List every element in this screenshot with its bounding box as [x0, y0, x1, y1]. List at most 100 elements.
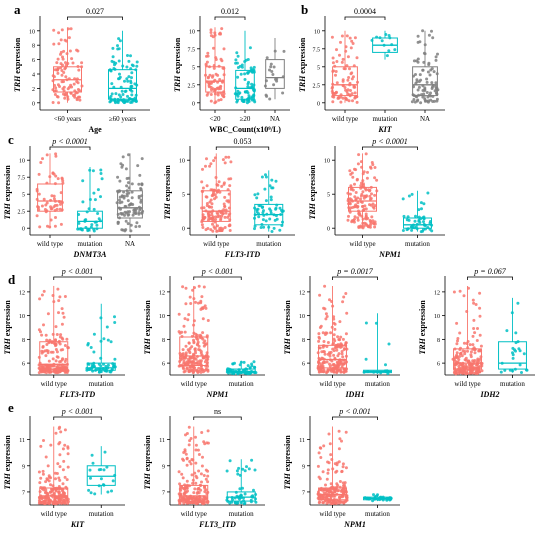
data-point: [183, 483, 187, 487]
data-point: [466, 340, 470, 343]
data-point: [81, 200, 85, 204]
data-point: [348, 36, 352, 40]
data-point: [254, 500, 258, 504]
data-point: [120, 195, 124, 198]
data-point: [269, 209, 273, 213]
data-point: [216, 212, 220, 216]
data-point: [351, 99, 354, 103]
data-point: [212, 64, 216, 67]
data-point: [349, 46, 353, 50]
data-point: [252, 70, 256, 74]
data-point: [63, 428, 67, 432]
data-point: [458, 355, 462, 358]
data-point: [54, 154, 58, 158]
data-point: [121, 228, 125, 232]
data-point: [361, 204, 365, 208]
data-point: [77, 95, 80, 99]
data-point: [121, 64, 125, 68]
data-point: [110, 59, 114, 63]
data-point: [337, 489, 341, 492]
data-point: [75, 80, 79, 84]
data-point: [54, 489, 58, 493]
y-tick-label: 10: [19, 159, 25, 165]
data-point: [54, 431, 58, 435]
data-point: [270, 178, 274, 182]
data-point: [73, 77, 77, 81]
data-point: [369, 165, 372, 169]
data-point: [466, 346, 470, 350]
data-point: [52, 491, 56, 495]
data-point: [332, 497, 336, 501]
data-point: [341, 355, 345, 359]
data-point: [57, 340, 61, 344]
data-point: [140, 157, 144, 161]
data-point: [375, 35, 379, 39]
data-point: [198, 362, 202, 366]
data-point: [209, 162, 213, 166]
data-point: [263, 187, 267, 191]
data-point: [213, 31, 217, 35]
data-point: [197, 284, 201, 288]
data-point: [63, 475, 67, 479]
y-tick-label: 2.5: [313, 83, 321, 89]
data-point: [260, 175, 264, 179]
data-point: [220, 184, 224, 188]
data-point: [55, 501, 58, 505]
data-point: [344, 292, 348, 295]
data-point: [58, 363, 62, 367]
data-point: [202, 498, 206, 502]
data-point: [330, 369, 333, 373]
data-point: [62, 459, 66, 463]
data-point: [39, 161, 43, 164]
data-point: [201, 186, 205, 190]
x-tick-label: wild type: [349, 240, 375, 248]
data-point: [61, 447, 65, 451]
data-point: [209, 31, 213, 34]
data-point: [55, 203, 59, 207]
data-point: [56, 177, 60, 181]
data-point: [422, 220, 425, 224]
data-point: [436, 52, 439, 56]
y-tick-label: 7.5: [188, 47, 196, 53]
x-tick-label: mutation: [365, 380, 390, 388]
data-point: [185, 463, 189, 467]
data-point: [65, 337, 69, 341]
data-point: [199, 368, 203, 372]
data-point: [57, 42, 61, 46]
data-point: [325, 315, 329, 318]
data-point: [54, 152, 58, 156]
data-point: [337, 429, 341, 433]
data-point: [369, 220, 373, 224]
data-point: [269, 65, 273, 69]
data-point: [238, 473, 242, 477]
data-point: [520, 371, 523, 374]
data-point: [182, 324, 186, 328]
data-point: [270, 230, 274, 233]
data-point: [407, 194, 411, 198]
data-point: [338, 358, 342, 362]
data-point: [80, 65, 84, 69]
data-point: [184, 286, 188, 290]
data-point: [345, 347, 349, 351]
data-point: [130, 93, 134, 97]
data-point: [49, 483, 52, 487]
data-point: [92, 364, 96, 368]
data-point: [334, 501, 338, 505]
data-point: [52, 300, 56, 304]
data-point: [196, 360, 200, 364]
data-point: [341, 462, 345, 466]
data-point: [56, 71, 60, 75]
data-point: [128, 203, 132, 206]
data-point: [214, 100, 218, 104]
data-point: [125, 184, 129, 188]
data-point: [416, 57, 420, 61]
data-point: [242, 360, 246, 364]
data-point: [213, 92, 217, 96]
data-point: [410, 100, 414, 104]
data-point: [59, 52, 62, 56]
data-point: [41, 364, 45, 368]
data-point: [214, 215, 218, 219]
data-point: [328, 298, 331, 302]
data-point: [341, 78, 345, 82]
data-point: [57, 101, 61, 105]
